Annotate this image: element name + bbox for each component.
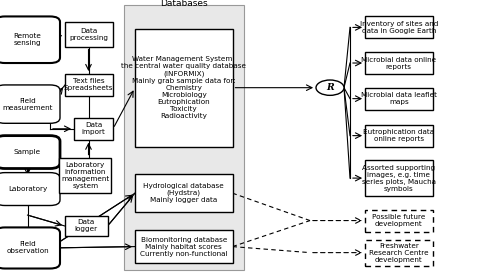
FancyBboxPatch shape — [365, 88, 432, 110]
FancyBboxPatch shape — [74, 118, 113, 140]
FancyBboxPatch shape — [59, 158, 112, 193]
FancyBboxPatch shape — [65, 74, 112, 96]
FancyBboxPatch shape — [0, 136, 60, 169]
Text: Microbial data online
reports: Microbial data online reports — [361, 56, 436, 70]
Text: Hydrological database
(Hydstra)
Mainly logger data: Hydrological database (Hydstra) Mainly l… — [144, 183, 224, 203]
Text: Biomonitoring database
Mainly habitat scores
Currently non-functional: Biomonitoring database Mainly habitat sc… — [140, 237, 228, 256]
FancyBboxPatch shape — [135, 174, 232, 212]
FancyBboxPatch shape — [0, 173, 60, 206]
Text: Data
logger: Data logger — [74, 219, 98, 232]
Text: Eutrophication data
online reports: Eutrophication data online reports — [363, 129, 434, 142]
FancyBboxPatch shape — [365, 160, 432, 196]
Text: Databases: Databases — [160, 0, 208, 8]
FancyBboxPatch shape — [0, 16, 60, 63]
Text: Field
measurement: Field measurement — [2, 98, 53, 111]
FancyBboxPatch shape — [135, 29, 232, 147]
FancyBboxPatch shape — [124, 5, 244, 270]
FancyBboxPatch shape — [0, 227, 60, 269]
FancyBboxPatch shape — [65, 22, 112, 47]
FancyBboxPatch shape — [365, 240, 432, 266]
FancyBboxPatch shape — [365, 52, 432, 74]
FancyBboxPatch shape — [65, 216, 108, 236]
Text: Microbial data leaflet
maps: Microbial data leaflet maps — [361, 92, 437, 105]
FancyBboxPatch shape — [365, 16, 432, 38]
Text: Laboratory
information
management
system: Laboratory information management system — [61, 162, 110, 189]
Text: Water Management System:
the central water quality database
(INFORMIX)
Mainly gr: Water Management System: the central wat… — [122, 56, 246, 119]
Circle shape — [316, 80, 344, 95]
Text: Sample: Sample — [14, 149, 41, 155]
Text: Text files
Spreadsheets: Text files Spreadsheets — [64, 78, 114, 92]
Text: Data
import: Data import — [82, 122, 106, 135]
Text: Inventory of sites and
data in Google Earth: Inventory of sites and data in Google Ea… — [360, 21, 438, 34]
FancyBboxPatch shape — [135, 230, 232, 263]
Text: Assorted supporting
images, e.g. time
series plots, Maucha
symbols: Assorted supporting images, e.g. time se… — [362, 165, 436, 192]
Text: Remote
sensing: Remote sensing — [14, 33, 42, 46]
FancyBboxPatch shape — [365, 125, 432, 147]
Text: Laboratory: Laboratory — [8, 186, 47, 192]
Text: Possible future
development: Possible future development — [372, 214, 426, 227]
FancyBboxPatch shape — [365, 210, 432, 232]
Text: R: R — [326, 83, 334, 92]
Text: Field
observation: Field observation — [6, 241, 49, 255]
Text: Data
processing: Data processing — [69, 28, 108, 41]
Text: Freshwater
Research Centre
development: Freshwater Research Centre development — [369, 243, 428, 263]
FancyBboxPatch shape — [0, 85, 60, 123]
